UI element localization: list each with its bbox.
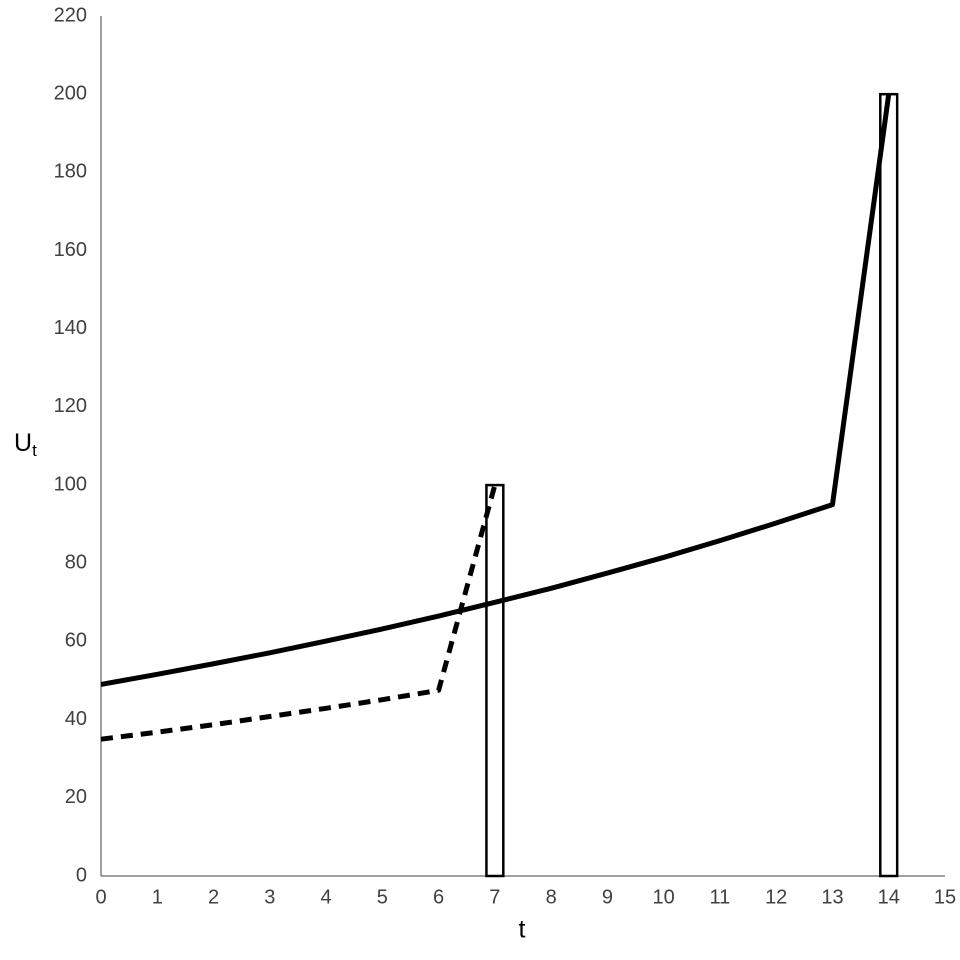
bar <box>485 483 505 878</box>
x-tick-label: 2 <box>208 886 219 908</box>
y-tick-label: 140 <box>54 317 87 339</box>
y-tick-label: 200 <box>54 82 87 104</box>
x-tick-label: 4 <box>321 886 332 908</box>
x-tick-label: 10 <box>653 886 675 908</box>
x-axis-label: t <box>519 916 526 944</box>
x-tick-label: 11 <box>710 886 731 908</box>
y-tick-label: 160 <box>54 239 87 261</box>
y-axis-label: Ut <box>14 429 37 461</box>
y-tick-label: 0 <box>76 864 87 886</box>
x-tick-label: 8 <box>546 886 557 908</box>
x-tick-label: 7 <box>489 886 500 908</box>
x-tick-label: 0 <box>95 886 106 908</box>
x-tick-label: 1 <box>152 886 163 908</box>
x-tick-label: 5 <box>377 886 388 908</box>
y-tick-label: 40 <box>65 708 87 730</box>
y-tick-label: 220 <box>54 4 87 26</box>
y-tick-label: 20 <box>65 786 87 808</box>
y-axis-label-subscript: t <box>32 441 37 460</box>
y-tick-label: 80 <box>65 552 87 574</box>
y-tick-label: 100 <box>54 473 87 495</box>
x-tick-label: 6 <box>433 886 444 908</box>
line-solid <box>100 93 892 687</box>
bar <box>879 92 899 878</box>
line-dashed <box>100 484 498 742</box>
x-tick-label: 9 <box>602 886 613 908</box>
x-tick-label: 15 <box>934 886 956 908</box>
y-tick-label: 60 <box>65 630 87 652</box>
x-tick-label: 13 <box>821 886 843 908</box>
y-axis-label-main: U <box>14 429 32 457</box>
x-tick-label: 12 <box>765 886 787 908</box>
x-tick-label: 3 <box>264 886 275 908</box>
x-tick-label: 14 <box>878 886 900 908</box>
y-tick-label: 180 <box>54 161 87 183</box>
y-tick-label: 120 <box>54 395 87 417</box>
